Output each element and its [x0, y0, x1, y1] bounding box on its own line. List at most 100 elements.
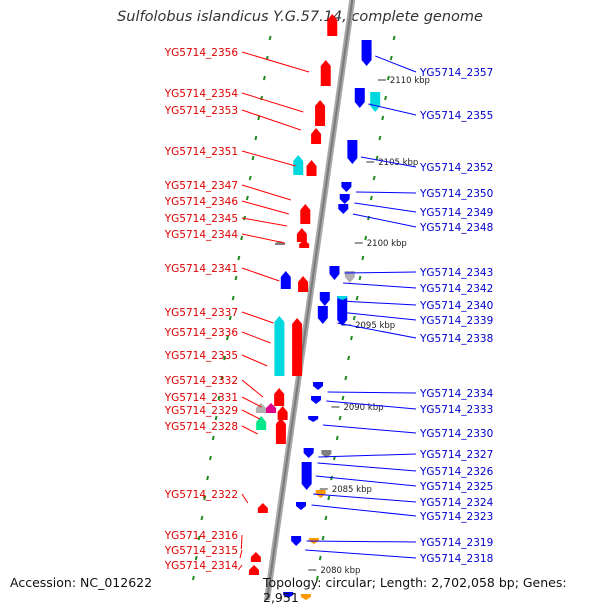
gene-arrow-reverse [337, 296, 348, 326]
leader-line-left [240, 534, 243, 550]
gene-label-right: YG5714_2338 [419, 333, 493, 345]
right-track-mark [372, 175, 376, 181]
left-track-mark [211, 435, 215, 441]
gene-layer [249, 14, 381, 600]
leader-line-left [241, 150, 296, 167]
gene-arrow-forward [256, 416, 267, 430]
gene-arrow-forward [293, 155, 304, 175]
gene-arrow-reverse [301, 462, 312, 490]
gene-arrow-forward [250, 552, 261, 562]
right-track-mark [392, 35, 396, 41]
leader-line-right [315, 475, 417, 487]
gene-arrow-reverse [283, 592, 294, 598]
left-track-mark [203, 495, 207, 501]
gene-arrow-reverse [341, 182, 352, 192]
gene-label-left: YG5714_2316 [164, 530, 239, 542]
gene-label-right: YG5714_2339 [419, 315, 493, 327]
gene-label-left: YG5714_2347 [164, 180, 238, 192]
leader-line-layer [237, 51, 417, 571]
left-track-mark [194, 555, 198, 561]
left-track-mark [231, 295, 235, 301]
gene-arrow-forward [299, 240, 310, 248]
right-track-mark [361, 255, 365, 261]
gene-label-right: YG5714_2324 [419, 497, 494, 509]
leader-line-left [241, 311, 274, 324]
leader-line-right [305, 549, 417, 559]
gene-label-right: YG5714_2327 [419, 449, 493, 461]
right-track-mark [315, 575, 319, 581]
left-track-mark [220, 375, 224, 381]
gene-arrow-reverse [329, 266, 340, 280]
gene-arrow-forward [275, 418, 286, 444]
left-track-mark [214, 415, 218, 421]
left-track-mark [234, 275, 238, 281]
gene-arrow-reverse [337, 296, 348, 300]
right-track-mark [347, 355, 351, 361]
right-track-mark [352, 315, 356, 321]
left-track-mark [240, 235, 244, 241]
leader-line-left [241, 51, 310, 73]
gene-arrow-forward [275, 241, 286, 245]
gene-label-right: YG5714_2318 [419, 553, 493, 565]
leader-line-right [306, 540, 417, 543]
gene-arrow-reverse [321, 450, 332, 458]
leader-line-left [241, 331, 271, 344]
left-track-mark [237, 255, 241, 261]
right-track-mark [344, 375, 348, 381]
leader-line-right [338, 311, 417, 321]
left-track-mark [251, 155, 255, 161]
gene-label-right: YG5714_2326 [419, 466, 494, 478]
right-track-mark [378, 135, 382, 141]
leader-line-left [241, 354, 268, 367]
gene-arrow-reverse [338, 204, 349, 214]
leader-line-left [241, 267, 280, 282]
leader-line-right [313, 493, 417, 503]
gene-label-right: YG5714_2340 [419, 300, 493, 312]
left-track-mark [200, 515, 204, 521]
right-track-mark [338, 415, 342, 421]
gene-label-left: YG5714_2353 [164, 105, 238, 117]
gene-label-right: YG5714_2357 [419, 67, 493, 79]
gene-arrow-forward [274, 388, 285, 406]
gene-label-left: YG5714_2328 [164, 421, 238, 433]
left-track-mark [206, 475, 210, 481]
right-track-mark [335, 435, 339, 441]
gene-arrow-reverse [370, 92, 381, 112]
right-track-mark [381, 115, 385, 121]
right-track-mark [341, 395, 345, 401]
gene-label-right: YG5714_2348 [419, 222, 493, 234]
kbp-label: 2080 kbp [320, 566, 360, 576]
leader-line-right [355, 191, 417, 194]
leader-line-right [344, 271, 417, 274]
left-track-mark [262, 75, 266, 81]
gene-label-right: YG5714_2330 [419, 428, 493, 440]
gene-arrow-forward [280, 271, 291, 289]
gene-label-left: YG5714_2345 [164, 213, 238, 225]
leader-line-right [317, 462, 417, 472]
gene-label-left: YG5714_2331 [164, 392, 238, 404]
left-track-mark [226, 335, 229, 341]
leader-line-right [327, 391, 417, 394]
gene-label-right: YG5714_2319 [419, 537, 493, 549]
leader-line-right [354, 202, 417, 213]
gene-label-left: YG5714_2315 [164, 545, 238, 557]
right-track-mark [375, 155, 379, 161]
gene-arrow-forward [320, 60, 331, 86]
gene-label-right: YG5714_2350 [419, 188, 493, 200]
gene-arrow-forward [300, 204, 311, 224]
gene-label-right: YG5714_2342 [419, 283, 493, 295]
gene-arrow-reverse [313, 382, 324, 390]
gene-arrow-forward [306, 160, 317, 176]
left-track-mark [268, 35, 272, 41]
right-track-mark [384, 95, 388, 101]
gene-arrow-forward [327, 14, 338, 36]
gene-label-layer: YG5714_2356 YG5714_2354 YG5714_2353 YG5714_… [164, 47, 494, 572]
right-track-mark [324, 515, 328, 521]
leader-line-left [241, 184, 292, 201]
gene-label-left: YG5714_2351 [164, 146, 238, 158]
gene-arrow-forward [311, 128, 322, 144]
gene-label-right: YG5714_2334 [419, 388, 494, 400]
gene-arrow-forward [249, 565, 260, 575]
kbp-label: 2090 kbp [343, 403, 383, 413]
